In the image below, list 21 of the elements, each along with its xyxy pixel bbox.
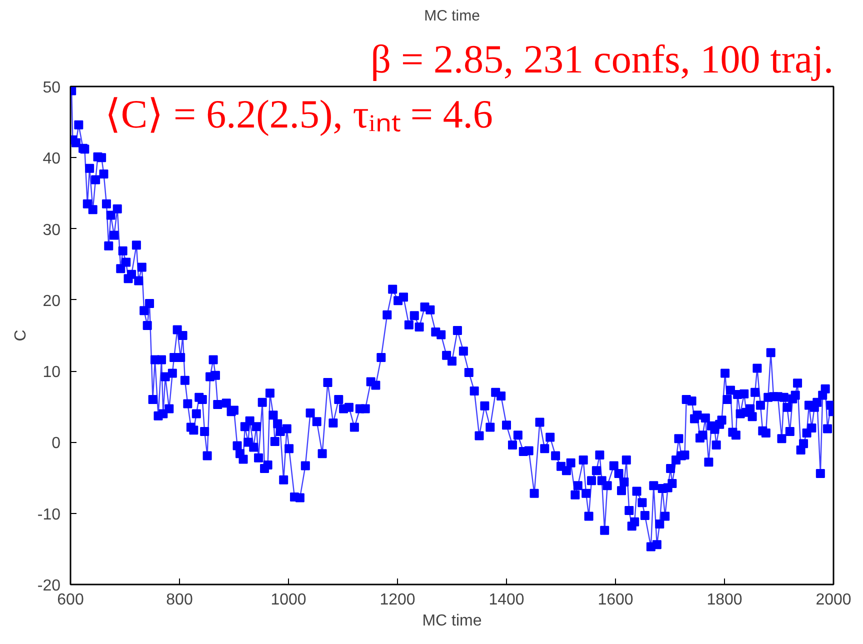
x-tick-label: 1000 xyxy=(270,592,306,608)
x-tick-label: 1600 xyxy=(598,592,634,608)
x-tick-label: 800 xyxy=(166,592,193,608)
chart-title: MC time xyxy=(424,8,480,24)
y-tick-label: -20 xyxy=(37,578,61,594)
x-tick-label: 1200 xyxy=(380,592,416,608)
x-tick-label: 1400 xyxy=(488,592,524,608)
y-tick-label: 50 xyxy=(42,80,61,96)
x-tick-label: 600 xyxy=(57,592,84,608)
text: β = 2.85, 231 confs, 100 traj. xyxy=(370,36,834,82)
y-tick-label: 0 xyxy=(52,435,61,452)
y-axis-title: C xyxy=(12,330,30,342)
x-tick-label: 1800 xyxy=(706,592,742,608)
x-axis-title: MC time xyxy=(422,612,482,630)
y-tick-label: 20 xyxy=(42,292,61,310)
annotation: ⟨C⟩ = 6.2(2.5), τᵢₙₜ = 4.6 xyxy=(104,91,493,136)
y-tick-label: 10 xyxy=(42,364,61,382)
y-tick-label: 30 xyxy=(42,222,61,239)
y-tick-label: 40 xyxy=(42,150,61,168)
y-tick-label: -10 xyxy=(37,506,61,524)
x-tick-label: 2000 xyxy=(816,592,852,608)
